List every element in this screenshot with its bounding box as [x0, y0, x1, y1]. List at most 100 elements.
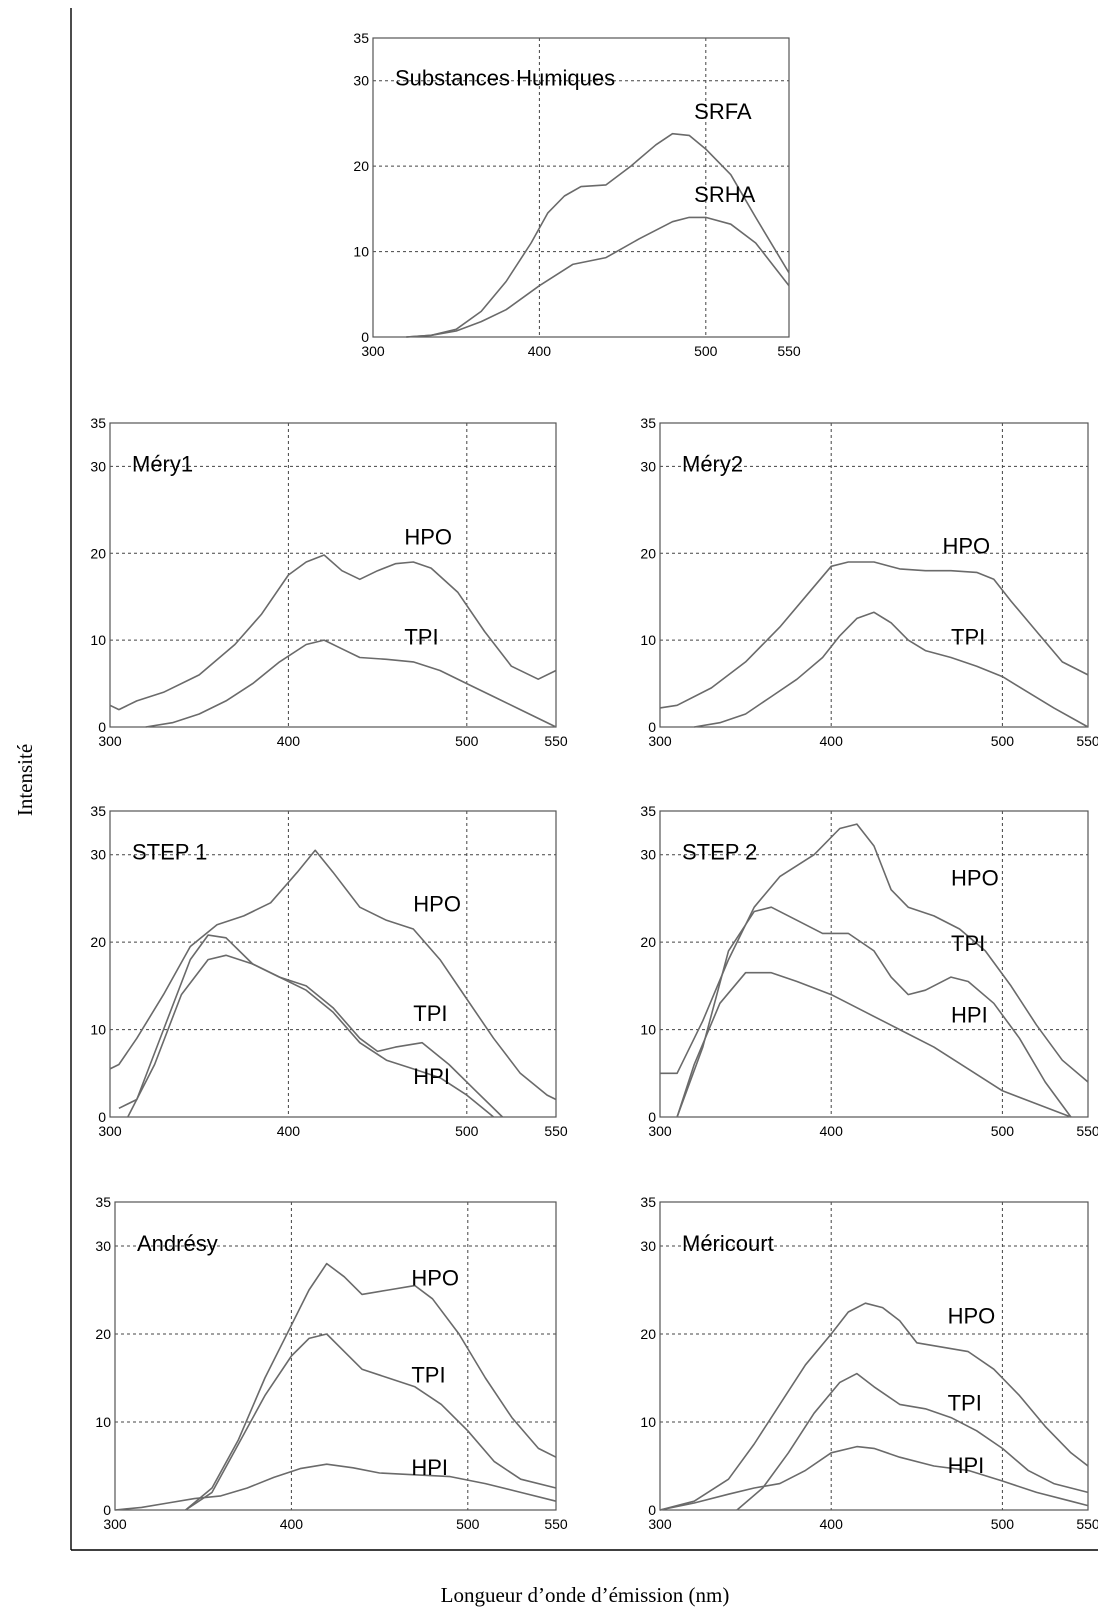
x-axis-title: Longueur d’onde d’émission (nm)	[441, 1583, 730, 1607]
panel-mery2: 300 400 500 550 0 10 20 30 35 HPO TPI Méry2	[640, 415, 1098, 749]
x-tick-label-300: 300	[648, 733, 672, 749]
y-tick-label-0: 0	[361, 329, 369, 345]
plot-area-substances-humiques	[372, 37, 790, 338]
series-label-tpi: TPI	[413, 1001, 447, 1026]
series-line-hpi	[114, 1463, 557, 1511]
series-label-srfa: SRFA	[694, 99, 752, 124]
x-tick-label-550: 550	[1076, 1516, 1098, 1532]
panel-mericourt: 300 400 500 550 0 10 20 30 35 HPO TPI HPI Méricourt	[640, 1194, 1098, 1532]
x-tick-label-400: 400	[820, 1516, 844, 1532]
series-label-hpi: HPI	[411, 1455, 448, 1480]
series-label-hpo: HPO	[948, 1303, 996, 1328]
y-tick-label-20: 20	[90, 545, 106, 561]
series-line-tpi	[676, 906, 1072, 1118]
x-tick-label-500: 500	[455, 1123, 479, 1139]
plot-area-andresy	[114, 1201, 557, 1511]
y-tick-label-10: 10	[90, 632, 106, 648]
y-tick-label-30: 30	[90, 847, 106, 863]
y-tick-label-0: 0	[648, 719, 656, 735]
series-label-tpi: TPI	[948, 1391, 982, 1416]
panel-title: Méricourt	[682, 1231, 774, 1256]
series-line-hpi	[659, 1445, 1089, 1511]
x-tick-label-400: 400	[277, 733, 301, 749]
y-tick-label-10: 10	[640, 1022, 656, 1038]
x-tick-label-500: 500	[694, 343, 718, 359]
x-tick-label-400: 400	[820, 1123, 844, 1139]
y-tick-label-20: 20	[640, 934, 656, 950]
panel-step-2: 300 400 500 550 0 10 20 30 35 HPO TPI HPI STEP 2	[640, 803, 1098, 1139]
x-tick-label-500: 500	[991, 1516, 1015, 1532]
chart-panels: 300 400 500 550010203035SRFASRHASubstances …	[90, 30, 1098, 1532]
panel-title: STEP 2	[682, 840, 757, 865]
x-tick-label-300: 300	[98, 1123, 122, 1139]
panel-step-1: 300 400 500 550 0 10 20 30 35 HPO TPI HPI STEP 1	[90, 803, 567, 1139]
panel-mery1: 300 400 500 550 0 10 20 30 35 HPO TPI Méry1	[90, 415, 567, 749]
y-tick-label-35: 35	[95, 1194, 111, 1210]
series-line-tpi	[118, 934, 504, 1118]
y-tick-label-30: 30	[353, 73, 369, 89]
plot-area-mericourt	[659, 1201, 1089, 1511]
plot-area-mery1	[109, 422, 557, 728]
y-tick-label-20: 20	[640, 545, 656, 561]
y-tick-label-35: 35	[640, 1194, 656, 1210]
y-tick-label-35: 35	[640, 415, 656, 431]
series-line-tpi	[736, 1372, 1089, 1511]
series-line-tpi	[694, 611, 1089, 728]
y-tick-label-30: 30	[640, 847, 656, 863]
series-label-hpo: HPO	[413, 892, 461, 917]
panel-title: Andrésy	[137, 1231, 218, 1256]
plot-area-mery2	[659, 422, 1089, 728]
x-tick-label-550: 550	[544, 733, 568, 749]
x-tick-label-400: 400	[277, 1123, 301, 1139]
series-label-hpi: HPI	[951, 1003, 988, 1028]
y-tick-label-0: 0	[103, 1502, 111, 1518]
panel-title: Méry2	[682, 451, 743, 476]
y-tick-label-10: 10	[640, 1414, 656, 1430]
series-label-tpi: TPI	[951, 624, 985, 649]
panel-andresy: 300 400 500 550 0 10 20 30 35 HPO TPI HPI Andrésy	[95, 1194, 567, 1532]
y-tick-label-10: 10	[95, 1414, 111, 1430]
series-label-hpo: HPO	[951, 865, 999, 890]
x-tick-label-300: 300	[361, 343, 385, 359]
series-line-hpi	[127, 954, 495, 1118]
y-tick-label-0: 0	[98, 719, 106, 735]
series-line-hpo	[660, 823, 1089, 1083]
series-line-hpo	[659, 561, 1089, 709]
series-line-hpo	[659, 1302, 1089, 1511]
series-label-hpo: HPO	[411, 1266, 459, 1291]
series-line-hpo	[109, 554, 557, 711]
y-tick-label-30: 30	[95, 1238, 111, 1254]
series-line-tpi	[145, 639, 557, 728]
y-tick-label-35: 35	[353, 30, 369, 46]
series-label-hpo: HPO	[404, 525, 452, 550]
y-tick-label-30: 30	[640, 458, 656, 474]
series-label-hpi: HPI	[948, 1453, 985, 1478]
series-label-srha: SRHA	[694, 182, 755, 207]
x-tick-label-550: 550	[544, 1123, 568, 1139]
x-tick-label-300: 300	[103, 1516, 127, 1532]
x-tick-label-550: 550	[544, 1516, 568, 1532]
y-tick-label-0: 0	[648, 1109, 656, 1125]
series-line-srha	[406, 216, 790, 338]
y-tick-label-20: 20	[640, 1326, 656, 1342]
x-tick-label-300: 300	[648, 1123, 672, 1139]
y-tick-label-30: 30	[90, 458, 106, 474]
plot-area-step-1	[109, 810, 557, 1118]
panel-title: Substances Humiques	[395, 66, 615, 91]
y-tick-label-30: 30	[640, 1238, 656, 1254]
x-tick-label-550: 550	[1076, 1123, 1098, 1139]
series-line-hpi	[676, 971, 1072, 1118]
y-tick-label-35: 35	[90, 803, 106, 819]
y-axis-title: Intensité	[13, 744, 37, 816]
series-label-hpi: HPI	[413, 1064, 450, 1089]
y-tick-label-20: 20	[95, 1326, 111, 1342]
y-tick-label-10: 10	[353, 244, 369, 260]
x-tick-label-500: 500	[991, 1123, 1015, 1139]
x-tick-label-400: 400	[528, 343, 552, 359]
x-tick-label-400: 400	[280, 1516, 304, 1532]
series-line-srfa	[406, 132, 790, 338]
y-tick-label-20: 20	[90, 934, 106, 950]
y-tick-label-0: 0	[648, 1502, 656, 1518]
series-label-tpi: TPI	[951, 931, 985, 956]
